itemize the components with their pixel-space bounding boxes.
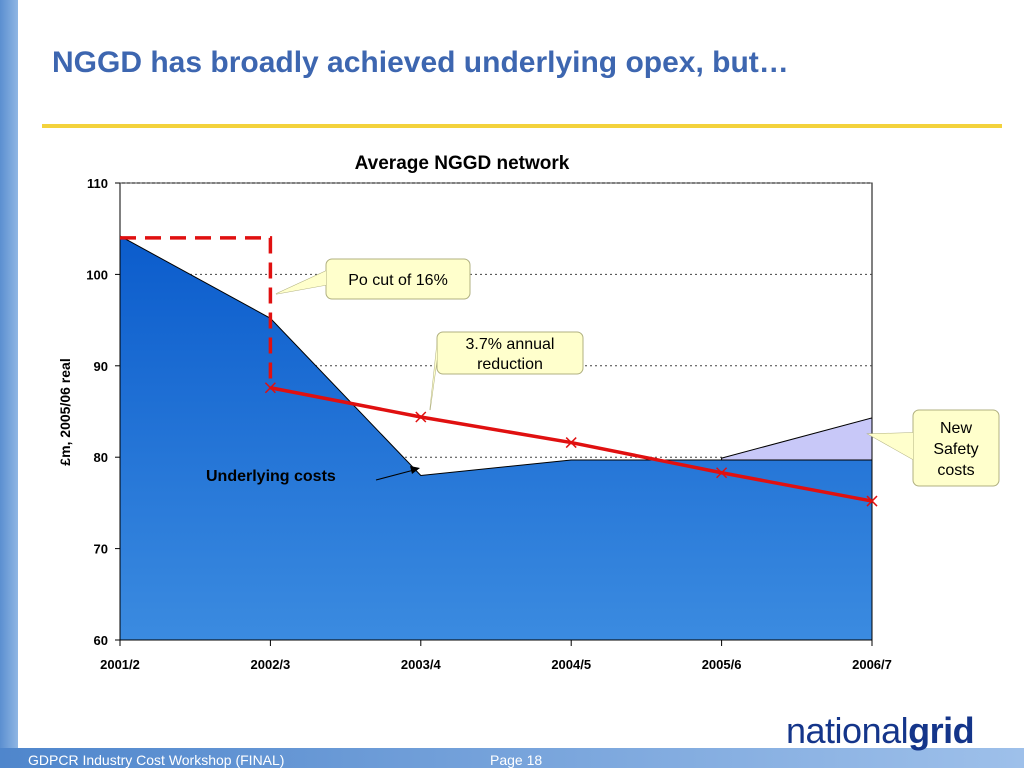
callout-tail-fill [276,271,326,294]
footer-text: GDPCR Industry Cost Workshop (FINAL) [28,752,285,768]
callout-text: Safety [933,441,978,458]
reduction-point [565,437,577,449]
y-axis-label: £m, 2005/06 real [57,358,73,465]
slide-title: NGGD has broadly achieved underlying ope… [52,46,789,79]
underlying-costs-arrowhead [410,466,420,474]
footer-bar [0,748,1024,768]
x-tick-label: 2003/4 [401,657,442,672]
logo-text-bold: grid [908,710,975,751]
callout-text: New [940,420,972,437]
reduction-point [866,495,878,507]
left-accent-bar [0,0,18,768]
callout-text: 3.7% annual [466,336,555,353]
callout-text: reduction [477,356,543,373]
x-tick-label: 2004/5 [551,657,591,672]
underlying-costs-label: Underlying costs [206,468,336,485]
y-tick-label: 100 [86,267,108,282]
x-tick-label: 2005/6 [702,657,742,672]
underlying-costs-arrow [375,469,415,481]
callout-text: costs [937,462,974,479]
title-divider [42,124,1002,128]
x-tick-label: 2002/3 [251,657,291,672]
chart-title: Average NGGD network [355,153,570,174]
reduction-point [264,382,276,394]
logo-text-regular: national [786,710,909,751]
callout-text: Po cut of 16% [348,272,448,289]
x-tick-label: 2006/7 [852,657,892,672]
po-cut-callout: Po cut of 16% [275,258,471,300]
y-tick-label: 60 [94,633,108,648]
opex-chart: Average NGGD network 60 70 80 90 100 110 2001… [57,153,1000,672]
underlying-costs-area [119,235,873,641]
new-safety-callout: New Safety costs [866,409,1000,487]
y-tick-label: 70 [94,542,108,557]
y-tick-label: 110 [87,176,108,191]
national-grid-logo: nationalgrid [786,710,975,752]
new-safety-costs-area [721,417,873,461]
reduction-point [415,411,427,423]
reduction-point [716,467,728,479]
annual-reduction-callout: 3.7% annual reduction [429,331,584,411]
po-cut-dashed-line [120,236,273,388]
page-number: Page 18 [490,752,543,768]
callout-tail-fill [868,432,913,460]
y-tick-label: 90 [94,359,108,374]
callout-tail-fill [430,344,437,410]
x-tick-label: 2001/2 [100,657,140,672]
y-tick-label: 80 [94,450,108,465]
